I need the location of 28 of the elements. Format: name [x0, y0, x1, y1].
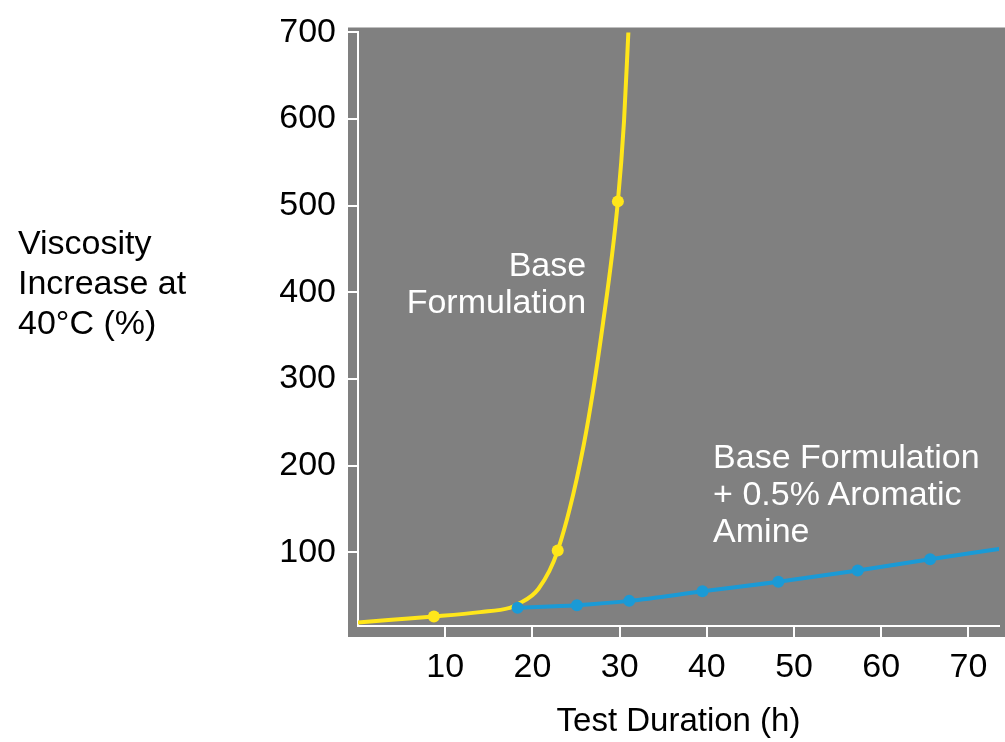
- x-axis-title: Test Duration (h): [556, 701, 801, 739]
- series-label: Base Formulation: [406, 245, 587, 321]
- x-tick-label: 70: [949, 645, 988, 684]
- point: [611, 195, 624, 208]
- x-tick-label: 30: [600, 645, 639, 684]
- y-tick-label: 500: [279, 184, 336, 223]
- x-tick-label: 20: [513, 645, 552, 684]
- y-tick-label: 400: [279, 270, 336, 309]
- point: [427, 610, 440, 623]
- point: [623, 594, 636, 607]
- point: [851, 564, 864, 577]
- y-tick-label: 600: [279, 97, 336, 136]
- point: [551, 544, 564, 557]
- x-tick-label: 60: [862, 645, 901, 684]
- y-tick-label: 100: [279, 530, 336, 569]
- y-axis-title: Viscosity Increase at 40°C (%): [18, 222, 188, 342]
- point: [924, 553, 937, 566]
- x-tick-label: 40: [687, 645, 726, 684]
- point: [570, 599, 583, 612]
- point: [511, 601, 524, 614]
- point: [696, 585, 709, 598]
- x-tick-label: 50: [775, 645, 813, 684]
- point: [772, 575, 785, 588]
- x-tick-label: 10: [426, 645, 465, 684]
- y-tick-label: 200: [279, 444, 336, 483]
- y-tick-label: 700: [279, 10, 336, 49]
- series-label: Base Formulation + 0.5% Aromatic Amine: [713, 437, 980, 550]
- y-tick-label: 300: [279, 357, 336, 396]
